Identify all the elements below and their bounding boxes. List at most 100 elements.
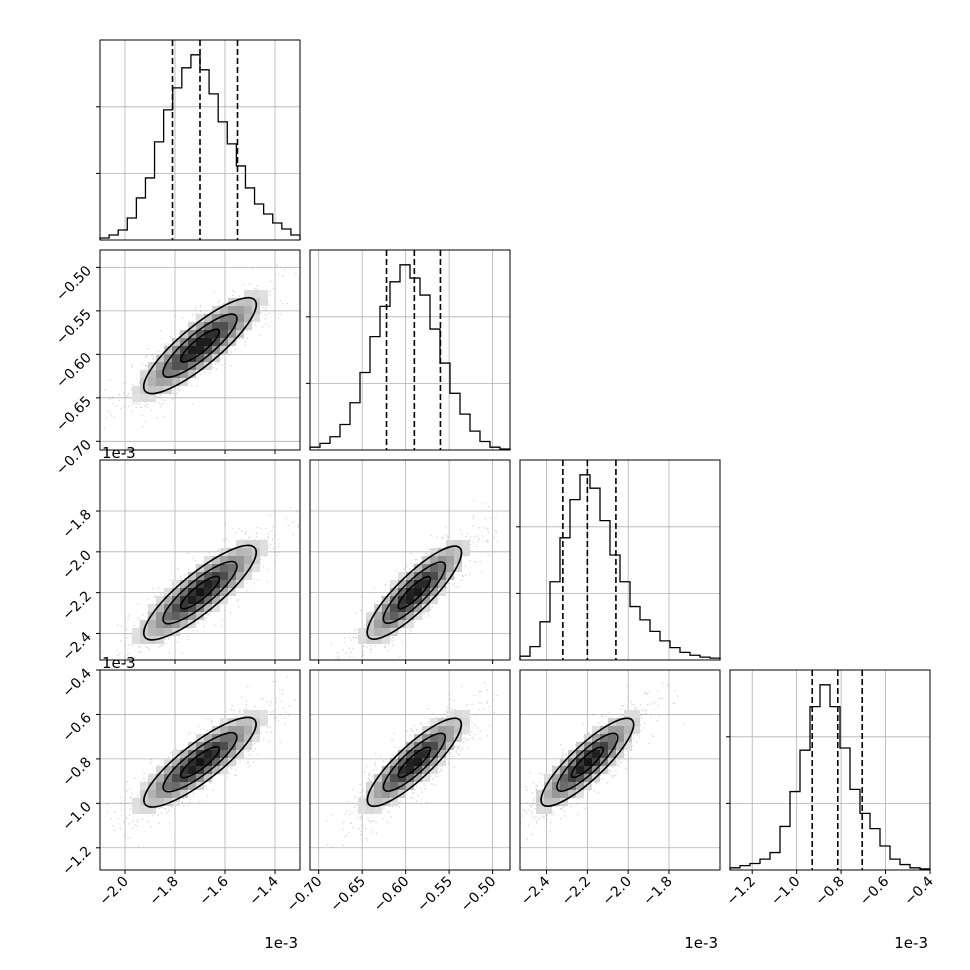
scatter-panel-4-3 bbox=[519, 669, 721, 874]
scatter-panel-3-1: −2.4 −2.2 −2.0 −1.8 bbox=[59, 459, 301, 664]
contour-level-2 bbox=[162, 731, 238, 793]
density-cell bbox=[148, 378, 156, 386]
density-cell bbox=[156, 596, 164, 604]
scatter-panel-2-1: −0.70−0.65−0.60−0.55−0.50 bbox=[53, 249, 301, 478]
density-cell bbox=[180, 580, 188, 588]
density-cell bbox=[180, 346, 188, 354]
offset-label-x: 1e-3 bbox=[894, 934, 928, 952]
density-cell bbox=[446, 556, 454, 564]
density-cell bbox=[374, 790, 382, 798]
density-cell bbox=[576, 766, 584, 774]
density-cell bbox=[156, 378, 164, 386]
density-cell bbox=[180, 604, 188, 612]
density-cell bbox=[438, 726, 446, 734]
density-cell bbox=[366, 798, 374, 806]
density-cell bbox=[462, 548, 470, 556]
density-cell bbox=[220, 718, 228, 726]
density-cell bbox=[406, 596, 414, 604]
density-cell bbox=[390, 774, 398, 782]
density-cell bbox=[188, 596, 196, 604]
xtick-label: −0.65 bbox=[327, 874, 369, 916]
density-cell bbox=[236, 314, 244, 322]
density-cell bbox=[212, 564, 220, 572]
density-cell bbox=[252, 556, 260, 564]
density-cell bbox=[366, 612, 374, 620]
density-cell bbox=[616, 742, 624, 750]
density-cell bbox=[390, 580, 398, 588]
density-cell bbox=[624, 718, 632, 726]
histogram-step bbox=[729, 684, 931, 870]
density-cell bbox=[212, 556, 220, 564]
contour-level-1 bbox=[397, 746, 432, 779]
density-cell bbox=[188, 362, 196, 370]
density-cell bbox=[382, 790, 390, 798]
density-cell bbox=[172, 798, 180, 806]
density-cell bbox=[212, 346, 220, 354]
density-cell bbox=[544, 782, 552, 790]
density-cell bbox=[156, 636, 164, 644]
density-cell bbox=[156, 798, 164, 806]
density-cell bbox=[260, 548, 268, 556]
density-cell bbox=[414, 580, 422, 588]
contour-level-3 bbox=[366, 545, 463, 640]
contour-level-3 bbox=[143, 716, 257, 808]
density-cell bbox=[164, 798, 172, 806]
density-cell bbox=[422, 726, 430, 734]
density-cell bbox=[454, 540, 462, 548]
density-cell bbox=[398, 580, 406, 588]
density-cell bbox=[164, 628, 172, 636]
density-cell bbox=[252, 290, 260, 298]
density-cell bbox=[406, 774, 414, 782]
panel-frame bbox=[99, 249, 301, 451]
density-cell bbox=[446, 742, 454, 750]
ytick-label: −1.8 bbox=[59, 507, 94, 542]
density-cell bbox=[196, 362, 204, 370]
xaxis-1: −2.0 −1.8 −1.6 −1.4 bbox=[96, 873, 281, 908]
density-cell bbox=[552, 790, 560, 798]
density-cell bbox=[204, 572, 212, 580]
density-cell bbox=[156, 386, 164, 394]
density-cell bbox=[260, 290, 268, 298]
density-cell bbox=[406, 782, 414, 790]
density-cell bbox=[584, 782, 592, 790]
xaxis-2: −0.70 −0.65 −0.60 −0.55 −0.50 bbox=[284, 874, 500, 916]
density-cell bbox=[406, 588, 414, 596]
density-cell bbox=[220, 588, 228, 596]
contour-level-3 bbox=[540, 717, 635, 807]
density-cell bbox=[236, 556, 244, 564]
density-cell bbox=[204, 750, 212, 758]
density-cell bbox=[140, 370, 148, 378]
density-cell bbox=[196, 314, 204, 322]
ytick-label: −1.2 bbox=[59, 843, 94, 878]
density-cell bbox=[228, 330, 236, 338]
ytick-label: −0.55 bbox=[53, 306, 95, 348]
density-cell bbox=[446, 540, 454, 548]
density-cell bbox=[188, 338, 196, 346]
density-cell bbox=[438, 588, 446, 596]
contour-level-2 bbox=[382, 732, 446, 792]
density-cell bbox=[366, 628, 374, 636]
density-cell bbox=[188, 742, 196, 750]
density-cell bbox=[576, 774, 584, 782]
density-cell bbox=[382, 612, 390, 620]
density-cell bbox=[624, 726, 632, 734]
density-cell bbox=[196, 330, 204, 338]
density-cell bbox=[576, 782, 584, 790]
density-cell bbox=[382, 798, 390, 806]
hist-panel-2 bbox=[306, 249, 511, 451]
density-cell bbox=[584, 734, 592, 742]
ytick-label: −0.8 bbox=[59, 754, 94, 789]
density-cell bbox=[252, 734, 260, 742]
density-cell bbox=[398, 612, 406, 620]
density-cell bbox=[132, 628, 140, 636]
contour-level-1 bbox=[397, 575, 432, 610]
density-cell bbox=[430, 742, 438, 750]
density-cell bbox=[220, 750, 228, 758]
density-cell bbox=[212, 338, 220, 346]
density-cell bbox=[172, 790, 180, 798]
density-cell bbox=[374, 798, 382, 806]
density-cell bbox=[422, 572, 430, 580]
xaxis-3: −2.4 −2.2 −2.0 −1.8 bbox=[518, 873, 676, 908]
density-cell bbox=[374, 612, 382, 620]
